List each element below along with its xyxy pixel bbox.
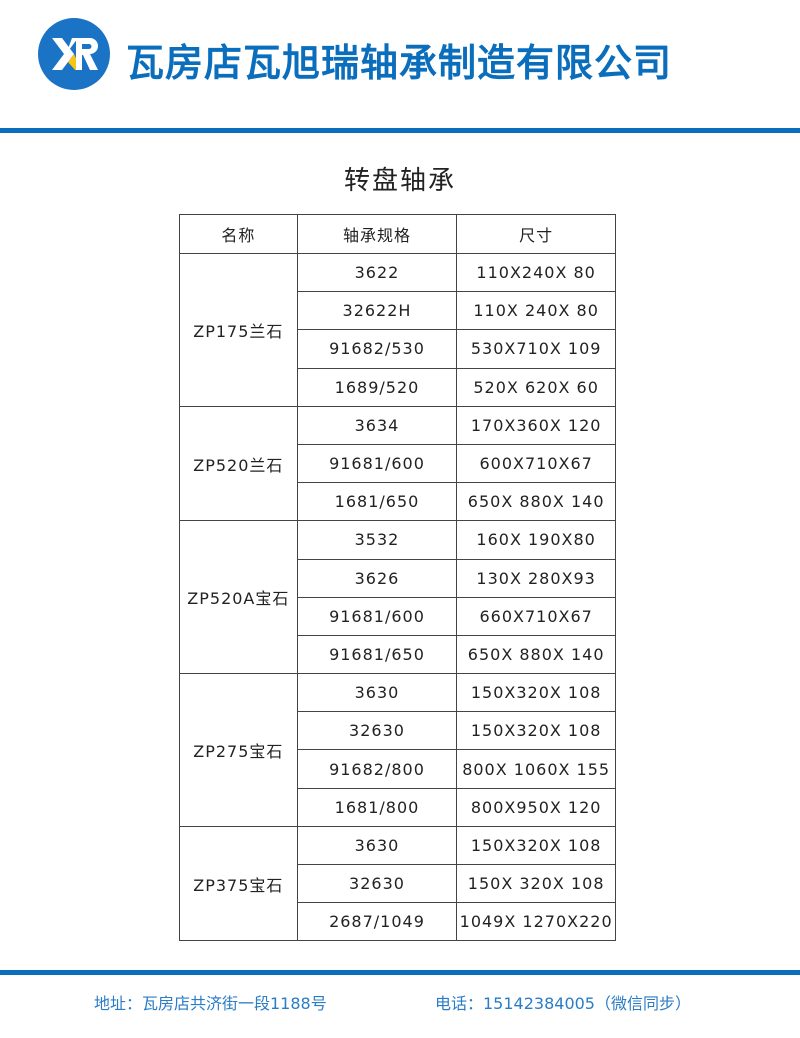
dimension-cell: 110X 240X 80 — [456, 291, 616, 331]
footer-address: 地址：瓦房店共济街一段1188号 — [94, 994, 327, 1013]
table-row: 91681/600 660X710X67 — [180, 596, 616, 636]
model-name-cell: ZP520兰石 — [179, 405, 298, 522]
bearing-spec-cell: 3532 — [296, 520, 458, 560]
table-header-row: 名称 轴承规格 尺寸 — [179, 214, 616, 254]
company-name: 瓦房店瓦旭瑞轴承制造有限公司 — [126, 41, 673, 85]
footer-divider — [0, 970, 800, 975]
bearing-spec-cell: 91681/650 — [296, 634, 458, 675]
page-title: 转盘轴承 — [343, 166, 456, 196]
table-row: 91682/530 530X710X 109 — [180, 329, 616, 369]
table-row: 91682/800 800X 1060X 155 — [180, 749, 616, 789]
bearing-spec-cell: 1681/650 — [296, 482, 458, 522]
xr-logo-icon — [52, 38, 98, 70]
dimension-cell: 1049X 1270X220 — [456, 902, 616, 942]
bearing-spec-cell: 3634 — [296, 405, 458, 445]
bearing-spec-cell: 3630 — [296, 825, 458, 866]
table-row: 91681/600 600X710X67 — [180, 443, 616, 484]
bearing-spec-cell: 91682/800 — [296, 749, 458, 789]
bearing-spec-cell: 2687/1049 — [296, 902, 458, 942]
column-header: 名称 — [179, 214, 298, 254]
table-row: ZP520兰石 3634 170X360X 120 — [179, 405, 616, 522]
dimension-cell: 170X360X 120 — [456, 405, 616, 445]
bearing-spec-cell: 3630 — [296, 673, 458, 713]
bearing-spec-cell: 3622 — [296, 252, 458, 293]
dimension-cell: 800X950X 120 — [456, 787, 616, 827]
dimension-cell: 150X 320X 108 — [456, 863, 616, 904]
bearing-spec-cell: 91682/530 — [296, 329, 458, 369]
footer-phone: 电话：15142384005（微信同步） — [435, 994, 691, 1013]
dimension-cell: 600X710X67 — [456, 443, 616, 484]
table-row: 32630 150X 320X 108 — [180, 863, 616, 904]
table-row: ZP275宝石 3630 150X320X 108 — [179, 673, 616, 827]
table-row: ZP520A宝石 3532 160X 190X80 — [179, 520, 616, 675]
bearing-spec-cell: 32622H — [296, 291, 458, 331]
dimension-cell: 130X 280X93 — [456, 558, 616, 598]
table-row: 3626 130X 280X93 — [180, 558, 616, 598]
dimension-cell: 520X 620X 60 — [456, 367, 616, 407]
bearing-spec-cell: 91681/600 — [296, 596, 458, 636]
model-name-cell: ZP275宝石 — [179, 673, 298, 827]
table-row: 2687/1049 1049X 1270X220 — [180, 902, 616, 942]
table-row: 91681/650 650X 880X 140 — [180, 634, 616, 675]
dimension-cell: 150X320X 108 — [456, 825, 616, 866]
dimension-cell: 110X240X 80 — [456, 252, 616, 293]
dimension-cell: 150X320X 108 — [456, 673, 616, 713]
dimension-cell: 660X710X67 — [456, 596, 616, 636]
bearing-spec-cell: 32630 — [296, 711, 458, 751]
model-name-cell: ZP375宝石 — [179, 825, 298, 942]
table-row: 32630 150X320X 108 — [180, 711, 616, 751]
dimension-cell: 150X320X 108 — [456, 711, 616, 751]
table-row: 1681/800 800X950X 120 — [180, 787, 616, 827]
table-row: 32622H 110X 240X 80 — [180, 291, 616, 331]
dimension-cell: 160X 190X80 — [456, 520, 616, 560]
table-row: 1681/650 650X 880X 140 — [180, 482, 616, 522]
header-divider — [0, 128, 800, 133]
bearing-spec-cell: 3626 — [296, 558, 458, 598]
dimension-cell: 530X710X 109 — [456, 329, 616, 369]
model-name-cell: ZP520A宝石 — [179, 520, 298, 675]
column-header: 尺寸 — [456, 214, 616, 254]
bearing-table: 名称 轴承规格 尺寸 ZP175兰石 3622 110X240X 80 32622H 1… — [179, 214, 616, 942]
bearing-spec-cell: 1681/800 — [296, 787, 458, 827]
dimension-cell: 650X 880X 140 — [456, 634, 616, 675]
table-row: ZP175兰石 3622 110X240X 80 — [179, 252, 616, 407]
column-header: 轴承规格 — [296, 214, 458, 254]
model-name-cell: ZP175兰石 — [179, 253, 298, 407]
company-logo — [38, 18, 110, 90]
dimension-cell: 800X 1060X 155 — [456, 749, 616, 789]
table-row: 1689/520 520X 620X 60 — [180, 367, 616, 407]
bearing-spec-cell: 1689/520 — [296, 367, 458, 407]
bearing-spec-cell: 32630 — [296, 863, 458, 904]
dimension-cell: 650X 880X 140 — [456, 482, 616, 522]
table-row: ZP375宝石 3630 150X320X 108 — [179, 825, 616, 942]
bearing-spec-cell: 91681/600 — [296, 443, 458, 484]
